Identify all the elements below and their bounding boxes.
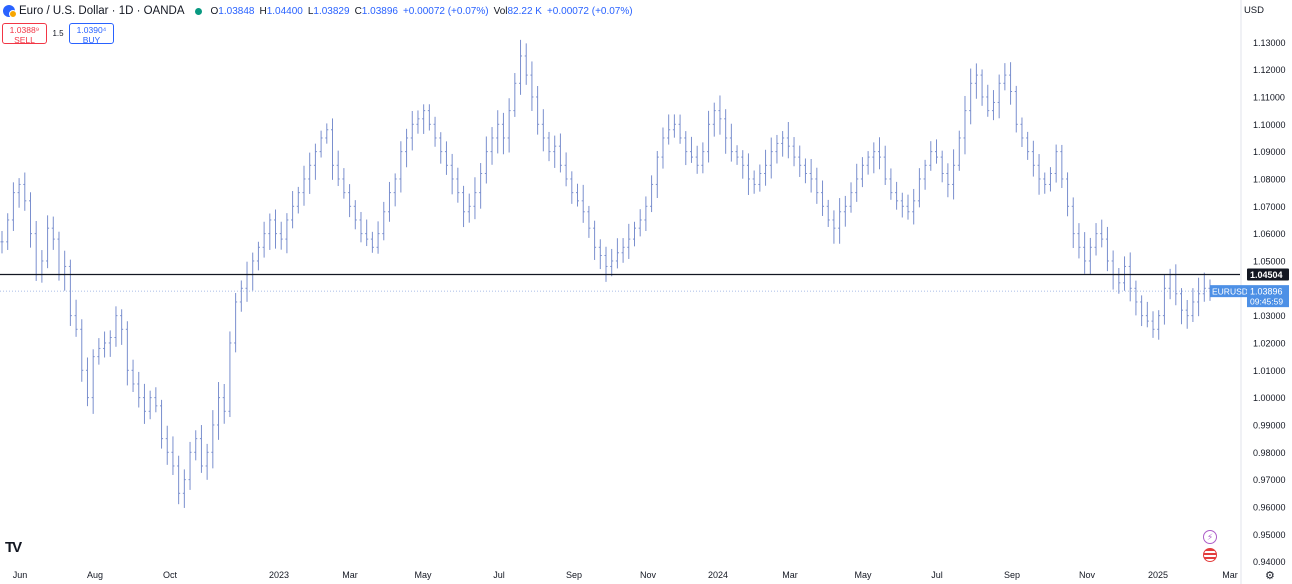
x-tick-label: Mar	[782, 570, 798, 580]
y-axis: 1.13000 1.12000 1.11000 1.10000 1.09000 1.080…	[1253, 38, 1286, 567]
symbol-label: EURUSD	[1212, 287, 1248, 297]
sell-label: SELL	[14, 35, 35, 45]
y-tick-label: 0.97000	[1253, 475, 1286, 485]
y-tick-label: 0.98000	[1253, 448, 1286, 458]
y-tick-label: 1.12000	[1253, 65, 1286, 75]
bars-layer	[0, 39, 1212, 508]
y-tick-label: 0.94000	[1253, 557, 1286, 567]
x-tick-label: 2023	[269, 570, 289, 580]
low-value: 1.03829	[313, 5, 350, 17]
buy-price: 1.0390⁴	[76, 25, 107, 35]
x-tick-label: 2025	[1148, 570, 1168, 580]
x-axis: Jun Aug Oct 2023 Mar May Jul Sep Nov 2024 Mar May Ju…	[13, 570, 1238, 580]
close-label: C	[354, 5, 362, 17]
sell-button[interactable]: 1.0388⁹ SELL	[2, 23, 47, 45]
x-tick-label: Sep	[566, 570, 582, 580]
y-tick-label: 1.09000	[1253, 147, 1286, 157]
y-tick-label: 0.95000	[1253, 530, 1286, 540]
trade-panel: 1.0388⁹ SELL 1.5 1.0390⁴ BUY	[2, 23, 114, 45]
open-label: O	[210, 5, 219, 17]
chart-legend: Euro / U.S. Dollar · 1D · OANDA O1.03848…	[0, 0, 1242, 22]
x-tick-label: Sep	[1004, 570, 1020, 580]
buy-button[interactable]: 1.0390⁴ BUY	[69, 23, 114, 45]
y-tick-label: 1.03000	[1253, 311, 1286, 321]
y-tick-label: 1.02000	[1253, 338, 1286, 348]
y-tick-label: 1.07000	[1253, 202, 1286, 212]
vol-value: 82.22 K	[507, 5, 542, 17]
x-tick-label: 2024	[708, 570, 728, 580]
vol-label: Vol	[493, 5, 508, 17]
us-flag-icon[interactable]	[1203, 548, 1217, 562]
x-tick-label: May	[414, 570, 432, 580]
tradingview-logo-icon[interactable]: TV	[5, 539, 22, 556]
last-price-label: 1.03896	[1250, 287, 1283, 297]
y-tick-label: 1.05000	[1253, 256, 1286, 266]
x-tick-label: Mar	[342, 570, 358, 580]
y-tick-label: 1.00000	[1253, 393, 1286, 403]
y-tick-label: 1.06000	[1253, 229, 1286, 239]
x-tick-label: Aug	[87, 570, 103, 580]
change-value: +0.00072 (+0.07%)	[402, 5, 489, 17]
last-price-label-bg	[1247, 285, 1289, 308]
y-tick-label: 1.13000	[1253, 38, 1286, 48]
gear-icon[interactable]: ⚙	[1265, 570, 1275, 582]
high-value: 1.04400	[266, 5, 303, 17]
y-tick-label: 0.99000	[1253, 420, 1286, 430]
horizontal-line-label-bg	[1247, 268, 1289, 281]
symbol-logo-icon	[3, 5, 17, 18]
x-tick-label: Jun	[13, 570, 28, 580]
x-tick-label: Jul	[931, 570, 943, 580]
x-tick-label: Oct	[163, 570, 178, 580]
low-label: L	[307, 5, 314, 17]
y-tick-label: 1.11000	[1253, 92, 1285, 102]
horizontal-line-label: 1.04504	[1250, 270, 1283, 280]
x-tick-label: Jul	[493, 570, 505, 580]
y-tick-label: 0.96000	[1253, 502, 1286, 512]
x-tick-label: May	[854, 570, 872, 580]
market-open-dot-icon	[194, 7, 202, 15]
y-tick-label: 1.08000	[1253, 174, 1286, 184]
buy-label: BUY	[82, 35, 101, 45]
high-label: H	[259, 5, 267, 17]
x-tick-label: Mar	[1222, 570, 1238, 580]
open-value: 1.03848	[218, 5, 255, 17]
currency-selector[interactable]: USD	[1243, 5, 1264, 16]
close-value: 1.03896	[361, 5, 398, 17]
y-tick-label: 1.10000	[1253, 120, 1286, 130]
vol-change-value: +0.00072 (+0.07%)	[546, 5, 633, 17]
symbol-label-bg	[1210, 285, 1247, 298]
countdown-label: 09:45:59	[1250, 297, 1283, 307]
y-tick-label: 1.01000	[1253, 366, 1286, 376]
lightning-icon[interactable]: ⚡	[1203, 530, 1217, 544]
side-icons: ⚡	[1203, 530, 1217, 562]
symbol-title[interactable]: Euro / U.S. Dollar · 1D · OANDA	[19, 5, 185, 17]
spread-value: 1.5	[52, 29, 64, 38]
x-tick-label: Nov	[640, 570, 657, 580]
x-tick-label: Nov	[1079, 570, 1096, 580]
ohlc-values: O1.03848 H1.04400 L1.03829 C1.03896 +0.0…	[211, 6, 633, 17]
sell-price: 1.0388⁹	[9, 25, 40, 35]
